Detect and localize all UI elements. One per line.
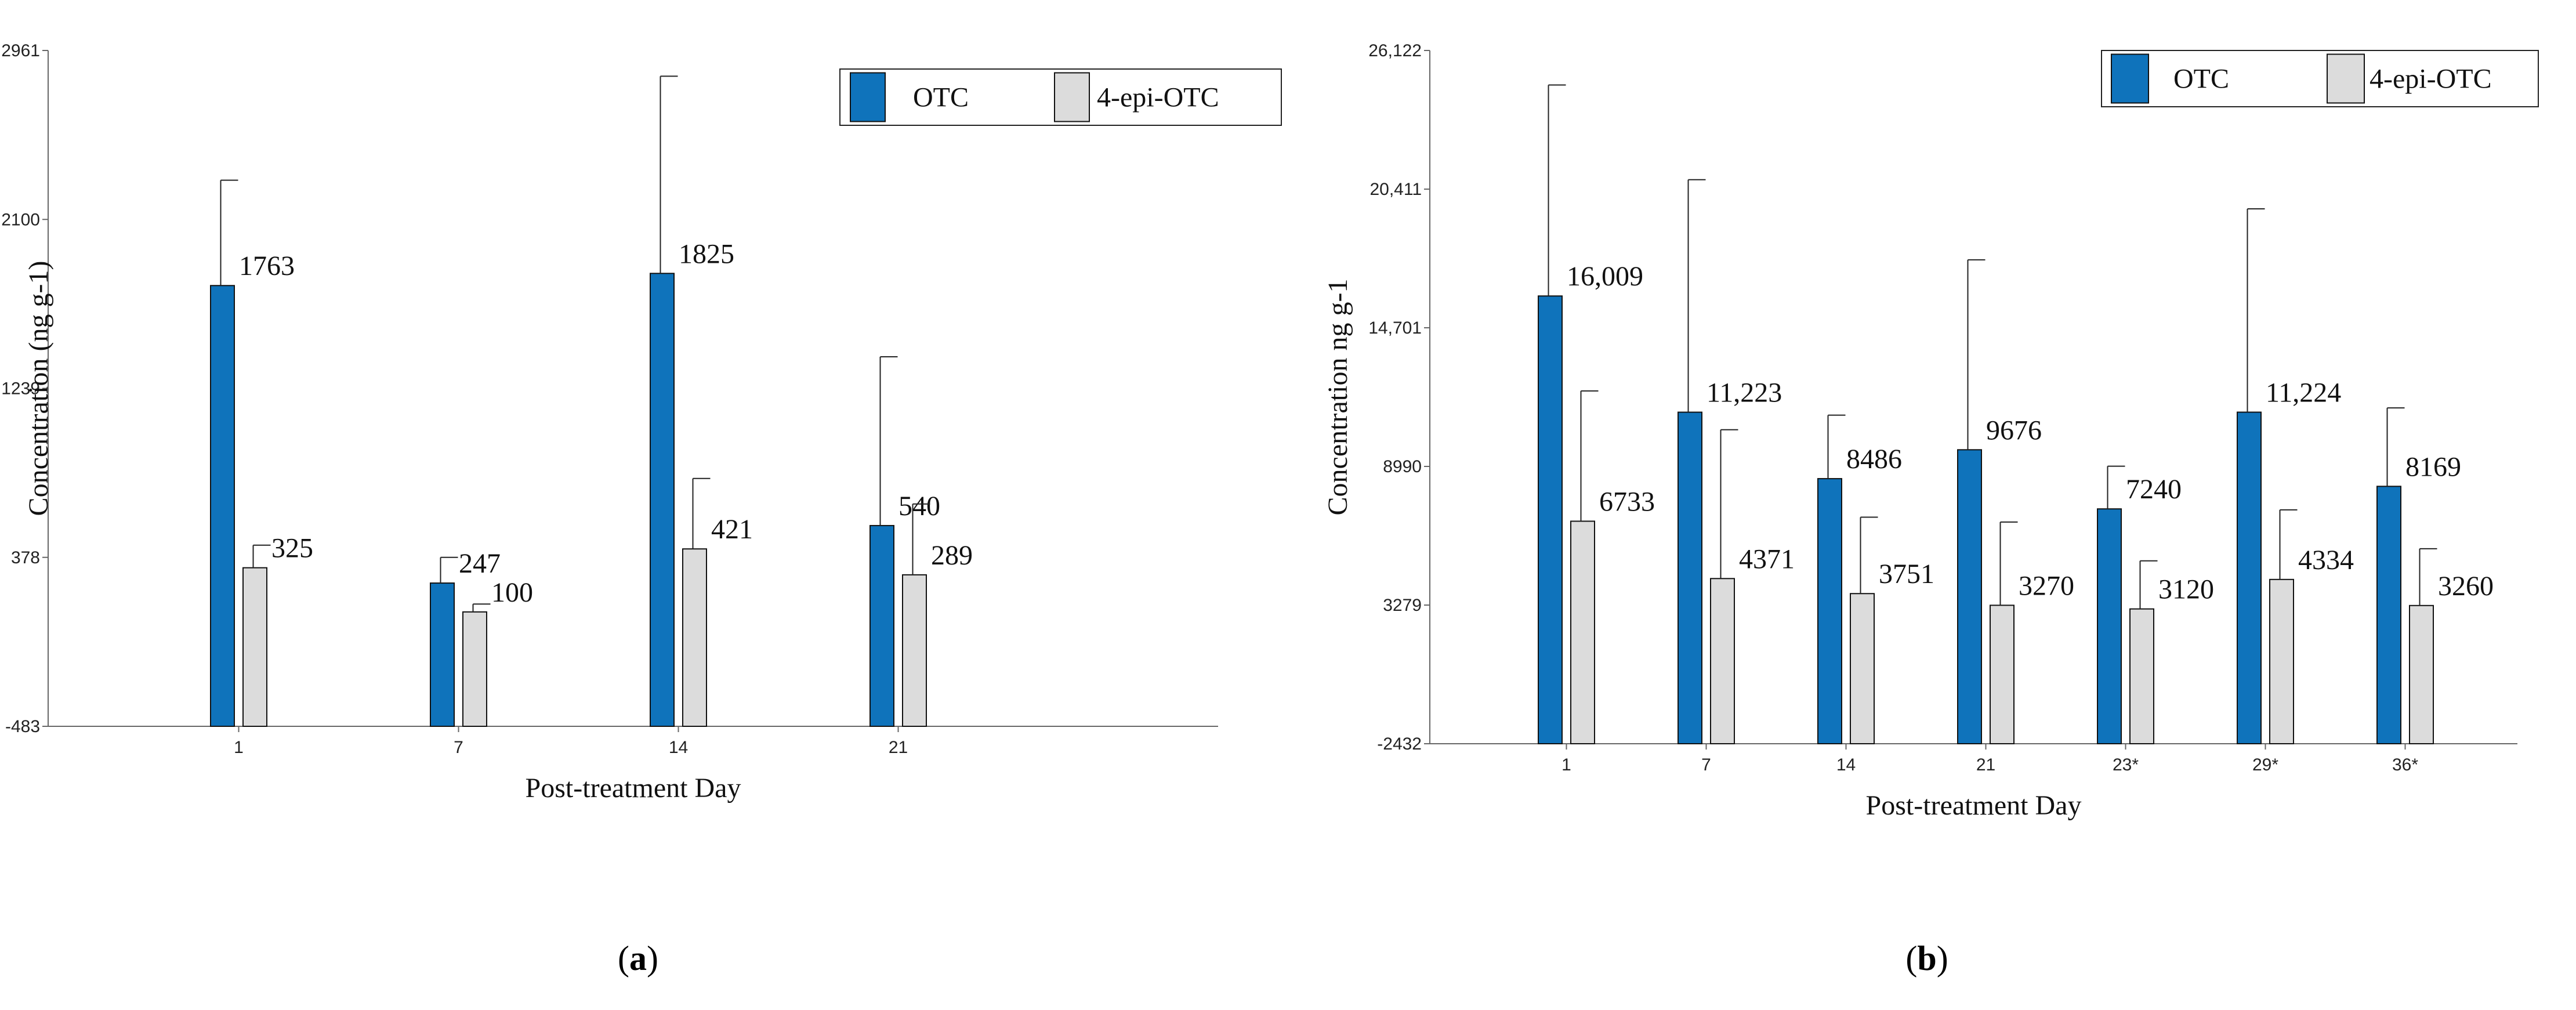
data-label: 11,224 (2266, 377, 2341, 408)
bar-otc (2097, 508, 2122, 744)
x-tick-label: 14 (1836, 755, 1856, 774)
data-label: 421 (711, 514, 753, 545)
bar-otc (650, 273, 675, 727)
data-label: 1763 (239, 251, 295, 281)
x-tick-label: 21 (1976, 755, 1995, 774)
legend-label: OTC (2173, 64, 2229, 95)
bar-4-epi-otc (1570, 520, 1595, 744)
x-tick-label: 36* (2392, 755, 2418, 774)
bar-4-epi-otc (2269, 578, 2294, 744)
data-label: 247 (459, 548, 501, 579)
bar-otc (869, 524, 894, 727)
data-label: 8486 (1846, 444, 1902, 475)
legend-swatch (1054, 72, 1090, 122)
bar-4-epi-otc (902, 574, 927, 727)
bar-4-epi-otc (1710, 578, 1735, 744)
bar-otc (1538, 295, 1563, 745)
bar-4-epi-otc (1850, 593, 1875, 744)
x-tick-label: 1 (1561, 755, 1571, 774)
x-axis-title: Post-treatment Day (1866, 790, 2082, 821)
x-tick-label: 23* (2113, 755, 2139, 774)
y-tick-label: 26,122 (1368, 41, 1422, 60)
x-tick-label: 21 (889, 738, 908, 757)
caption-a-letter: a (629, 939, 647, 978)
chart-panel-b: -2432 3279 8990 14,701 20,411 26,122 1 16,009 67… (1323, 41, 2539, 821)
x-tick-label: 7 (454, 738, 463, 757)
data-label: 289 (931, 540, 973, 571)
caption-b-letter: b (1917, 939, 1936, 978)
y-tick-label: 378 (11, 548, 40, 567)
y-tick-label: 20,411 (1369, 180, 1422, 199)
y-tick-label: 3279 (1383, 596, 1422, 615)
y-tick-label: 1239 (1, 379, 40, 399)
data-label: 4371 (1739, 544, 1795, 574)
legend-box (2101, 50, 2539, 107)
y-tick-label: 8990 (1383, 457, 1422, 476)
data-label: 16,009 (1567, 261, 1643, 292)
y-tick-label: 2100 (1, 210, 40, 229)
legend-swatch (2327, 53, 2365, 104)
x-tick-label: 14 (669, 738, 688, 757)
data-label: 11,223 (1707, 378, 1782, 408)
caption-b: (b) (1905, 939, 1948, 978)
data-label: 325 (271, 533, 313, 564)
data-label: 3260 (2438, 571, 2494, 602)
bar-4-epi-otc (242, 567, 267, 727)
data-label: 3270 (2019, 570, 2074, 601)
y-axis-title: Concentration (ng g-1) (23, 261, 54, 516)
x-axis-title: Post-treatment Day (526, 773, 741, 803)
data-label: 7240 (2126, 474, 2182, 505)
data-label: 9676 (1986, 415, 2042, 446)
data-label: 6733 (1599, 486, 1655, 517)
y-tick-label: -483 (5, 717, 40, 736)
bar-4-epi-otc (682, 548, 707, 727)
bar-otc (1957, 449, 1982, 744)
y-tick-label: 14,701 (1368, 318, 1422, 338)
y-tick-label: 2961 (1, 41, 40, 60)
data-label: 8169 (2405, 451, 2461, 482)
y-tick-label: -2432 (1377, 734, 1422, 754)
bar-otc (210, 285, 235, 727)
legend-label: 4-epi-OTC (2370, 64, 2492, 95)
legend-label: OTC (913, 82, 969, 113)
bar-otc (2376, 486, 2401, 744)
legend-label: 4-epi-OTC (1097, 82, 1219, 113)
data-label: 100 (491, 577, 533, 608)
bar-4-epi-otc (2129, 608, 2154, 745)
x-tick-label: 7 (1701, 755, 1711, 774)
x-tick-label: 29* (2252, 755, 2278, 774)
x-tick-label: 1 (234, 738, 244, 757)
data-label: 3751 (1879, 559, 1934, 589)
data-label: 4334 (2298, 545, 2354, 575)
legend-swatch (850, 72, 886, 122)
bar-4-epi-otc (462, 611, 487, 727)
bar-otc (2237, 411, 2262, 744)
legend-swatch (2111, 53, 2149, 104)
data-label: 540 (898, 491, 940, 522)
caption-a: (a) (618, 939, 658, 978)
data-label: 3120 (2158, 574, 2214, 605)
y-axis-title: Concentration ng g-1 (1323, 279, 1353, 516)
data-label: 1825 (679, 238, 734, 269)
bar-otc (1678, 411, 1702, 744)
bar-otc (1817, 478, 1842, 744)
bar-4-epi-otc (1990, 604, 2015, 744)
bar-4-epi-otc (2409, 604, 2434, 744)
bar-otc (430, 582, 455, 727)
